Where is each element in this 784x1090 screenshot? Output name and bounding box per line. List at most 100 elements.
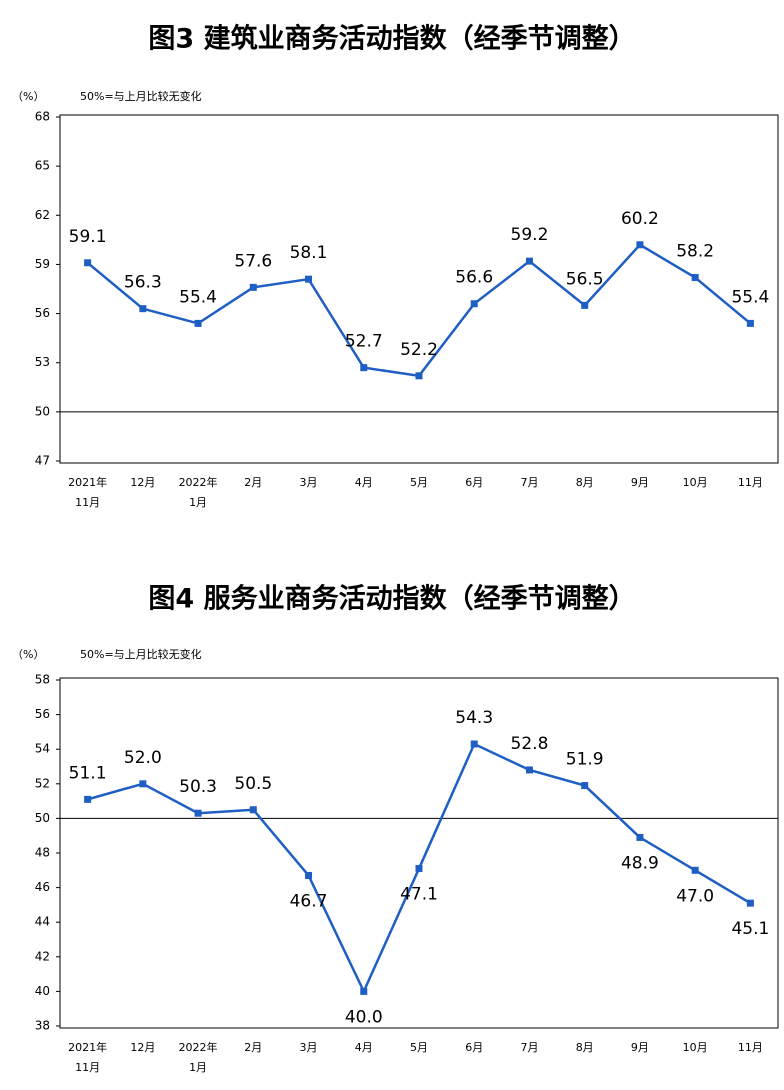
y-unit: （%） [12, 90, 44, 103]
y-unit: （%） [12, 648, 44, 661]
x-tick-label: 8月 [576, 476, 594, 489]
data-label: 52.8 [511, 734, 549, 754]
point-marker [194, 319, 202, 327]
x-tick-label: 7月 [520, 476, 538, 489]
x-tick-label: 9月 [631, 476, 649, 489]
point-marker [470, 300, 478, 308]
x-tick-label: 10月 [683, 476, 708, 489]
y-tick-label: 52 [35, 776, 50, 790]
x-tick-label: 7月 [520, 1041, 538, 1054]
data-label: 51.9 [566, 750, 604, 770]
x-tick-label: 6月 [465, 476, 483, 489]
point-marker [525, 257, 533, 265]
x-tick-label: 9月 [631, 1041, 649, 1054]
x-tick-label: 10月 [683, 1041, 708, 1054]
data-label: 55.4 [731, 287, 769, 307]
x-tick-label: 5月 [410, 1041, 428, 1054]
note: 50%=与上月比较无变化 [80, 89, 202, 103]
point-marker [194, 809, 202, 817]
plot-frame [59, 677, 779, 1029]
data-label: 50.3 [179, 777, 217, 797]
data-label: 60.2 [621, 209, 659, 229]
x-tick-label: 2022年 1月 [179, 475, 218, 509]
point-marker [691, 274, 699, 282]
point-marker [139, 780, 147, 788]
data-label: 47.0 [676, 886, 714, 906]
point-marker [691, 866, 699, 874]
point-marker [470, 740, 478, 748]
y-tick-label: 65 [35, 159, 50, 173]
point-marker [525, 766, 533, 774]
x-tick-label: 2021年 11月 [68, 475, 107, 509]
data-label: 40.0 [345, 1007, 383, 1027]
point-marker [746, 899, 754, 907]
plot-frame [59, 114, 779, 464]
y-tick-label: 59 [35, 257, 50, 271]
point-marker [84, 795, 92, 803]
point-marker [746, 319, 754, 327]
data-label: 56.3 [124, 273, 162, 293]
point-marker [305, 871, 313, 879]
data-label: 59.2 [511, 225, 549, 245]
point-marker [415, 372, 423, 380]
x-tick-label: 12月 [130, 476, 155, 489]
data-label: 48.9 [621, 853, 659, 873]
point-marker [581, 301, 589, 309]
data-label: 52.7 [345, 332, 383, 352]
data-label: 55.4 [179, 287, 217, 307]
x-tick-label: 3月 [300, 1041, 318, 1054]
data-label: 52.0 [124, 748, 162, 768]
x-tick-label: 11月 [738, 476, 763, 489]
y-tick-label: 47 [35, 454, 50, 468]
x-tick-label: 5月 [410, 476, 428, 489]
point-marker [249, 806, 257, 814]
data-label: 46.7 [290, 891, 328, 911]
x-tick-label: 6月 [465, 1041, 483, 1054]
point-marker [360, 364, 368, 372]
data-label: 45.1 [731, 919, 769, 939]
data-label: 52.2 [400, 340, 438, 360]
x-tick-label: 2021年 11月 [68, 1040, 107, 1074]
x-tick-label: 12月 [130, 1041, 155, 1054]
chart-title: 图3 建筑业商务活动指数（经季节调整） [148, 23, 635, 55]
point-marker [249, 283, 257, 291]
data-label: 59.1 [69, 227, 107, 247]
data-label: 56.6 [455, 268, 493, 288]
x-tick-label: 8月 [576, 1041, 594, 1054]
point-marker [636, 833, 644, 841]
data-label: 58.2 [676, 242, 714, 262]
point-marker [415, 865, 423, 873]
data-label: 57.6 [234, 251, 272, 271]
y-tick-label: 54 [35, 742, 50, 756]
y-tick-label: 48 [35, 846, 50, 860]
data-label: 51.1 [69, 763, 107, 783]
y-tick-label: 53 [35, 355, 50, 369]
y-tick-label: 50 [35, 811, 50, 825]
data-label: 50.5 [234, 774, 272, 794]
data-label: 58.1 [290, 243, 328, 263]
x-tick-label: 2月 [244, 1041, 262, 1054]
y-tick-label: 68 [35, 110, 50, 124]
y-tick-label: 56 [35, 707, 50, 721]
point-marker [139, 305, 147, 313]
x-tick-label: 2月 [244, 476, 262, 489]
data-label: 54.3 [455, 708, 493, 728]
x-tick-label: 2022年 1月 [179, 1040, 218, 1074]
y-tick-label: 38 [35, 1019, 50, 1033]
point-marker [84, 259, 92, 267]
point-marker [305, 275, 313, 283]
point-marker [581, 782, 589, 790]
data-label: 47.1 [400, 885, 438, 905]
chart-title: 图4 服务业商务活动指数（经季节调整） [148, 583, 635, 615]
y-tick-label: 58 [35, 673, 50, 687]
y-tick-label: 56 [35, 306, 50, 320]
x-tick-label: 4月 [355, 1041, 373, 1054]
y-tick-label: 46 [35, 880, 50, 894]
note: 50%=与上月比较无变化 [80, 647, 202, 661]
y-tick-label: 40 [35, 984, 50, 998]
x-tick-label: 11月 [738, 1041, 763, 1054]
point-marker [360, 987, 368, 995]
y-tick-label: 50 [35, 404, 50, 418]
